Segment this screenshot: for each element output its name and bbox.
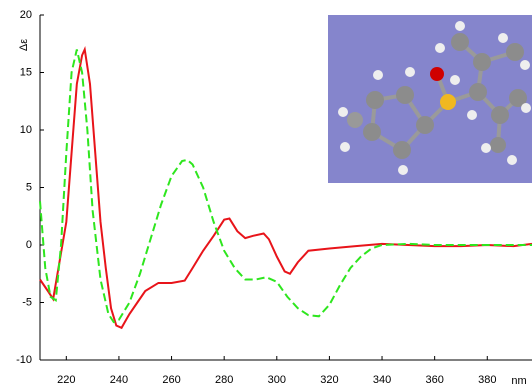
x-tick-label: 340 <box>373 374 391 386</box>
y-tick-label: 20 <box>20 9 32 21</box>
x-tick-label: 300 <box>268 374 286 386</box>
y-tick-label: 15 <box>20 66 32 78</box>
x-tick-label: 280 <box>215 374 233 386</box>
y-tick-label: -5 <box>22 296 32 308</box>
y-axis-label: Δε <box>18 39 30 51</box>
x-tick-label: 380 <box>478 374 496 386</box>
x-tick-label: 260 <box>162 374 180 386</box>
chart: Δε nm -10 -5 0 5 10 15 20 220 240 260 280 300 320 340… <box>0 0 532 389</box>
x-tick-label: 360 <box>425 374 443 386</box>
molecule-inset <box>328 15 532 183</box>
y-tick-label: -10 <box>16 354 32 366</box>
x-tick-label: 240 <box>110 374 128 386</box>
x-axis-label: nm <box>511 375 526 387</box>
x-tick-label: 220 <box>57 374 75 386</box>
x-tick-label: 320 <box>320 374 338 386</box>
y-tick-label: 10 <box>20 124 32 136</box>
y-tick-label: 0 <box>26 239 32 251</box>
y-tick-label: 5 <box>26 181 32 193</box>
